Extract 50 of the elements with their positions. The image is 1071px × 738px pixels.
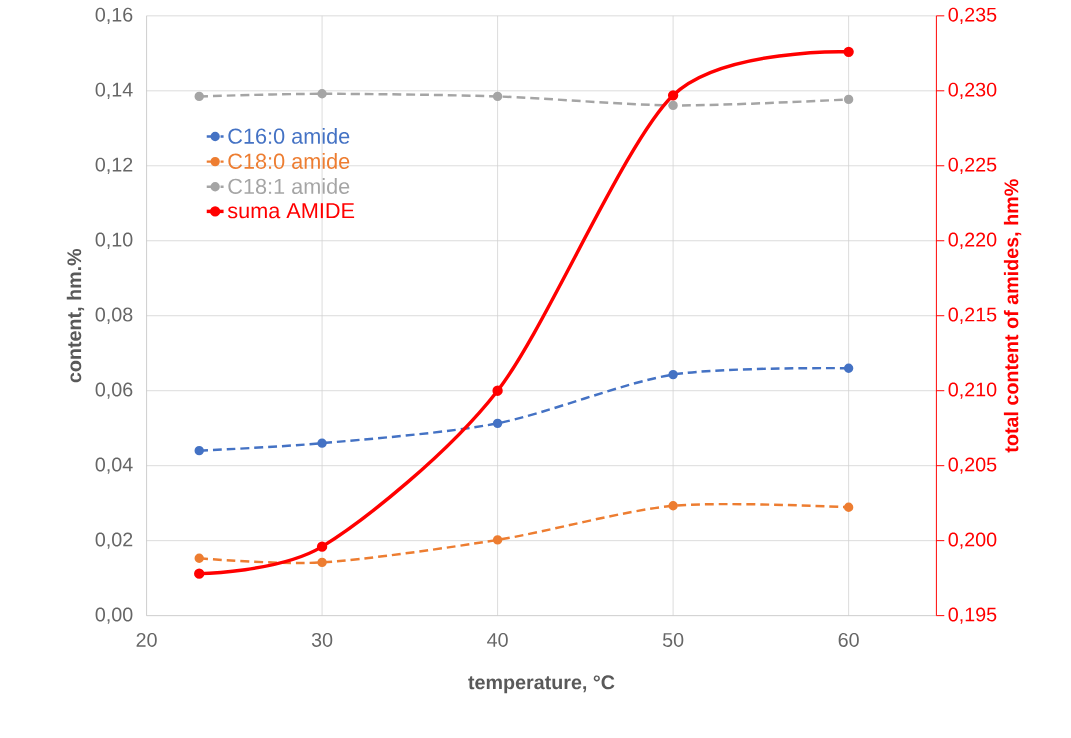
- x-tick-label: 40: [487, 632, 508, 647]
- y-tick-label: 0,16: [95, 7, 133, 24]
- legend-label: C18:0 amide: [228, 152, 350, 169]
- point: [317, 557, 327, 567]
- y2-tick-label: 0,230: [948, 82, 997, 99]
- y2-tick-label: 0,195: [948, 607, 997, 624]
- point: [194, 568, 205, 579]
- point: [194, 553, 204, 563]
- point: [317, 438, 327, 448]
- point: [843, 502, 854, 512]
- point: [492, 535, 503, 545]
- y-tick-label: 0,10: [95, 232, 133, 249]
- y-tick-label: 0,04: [95, 457, 133, 474]
- y2-tick-label: 0,205: [948, 457, 997, 474]
- x-tick-label: 20: [136, 632, 157, 647]
- y2-tick-label: 0,200: [948, 532, 997, 549]
- legend-label: C16:0 amide: [228, 127, 350, 144]
- point: [492, 385, 503, 396]
- point: [843, 94, 854, 104]
- point: [317, 88, 327, 99]
- point: [492, 91, 503, 101]
- x-tick-label: 60: [838, 632, 859, 647]
- legend-label: suma AMIDE: [227, 203, 355, 219]
- y2-tick-label: 0,235: [948, 7, 997, 24]
- y-tick-label: 0,12: [95, 157, 133, 174]
- point: [668, 500, 678, 511]
- point: [194, 445, 204, 456]
- point: [668, 100, 678, 110]
- y2-tick-label: 0,210: [948, 382, 997, 399]
- point: [843, 46, 854, 57]
- x-tick-label: 50: [662, 632, 684, 647]
- point: [194, 91, 204, 101]
- y2-tick-label: 0,225: [948, 157, 997, 174]
- legend-label: C18:1 amide: [228, 177, 350, 194]
- y2-tick-label: 0,215: [948, 307, 997, 324]
- y-tick-label: 0,06: [95, 382, 133, 399]
- point: [843, 363, 854, 373]
- y2-tick-label: 0,220: [948, 232, 997, 249]
- y-tick-label: 0,02: [95, 532, 133, 549]
- y-tick-label: 0,14: [95, 82, 133, 99]
- y-tick-label: 0,00: [95, 607, 133, 624]
- x-axis-title: temperature, °C: [468, 675, 615, 694]
- y-axis-title: content, hm.%: [66, 248, 85, 383]
- point: [316, 541, 328, 552]
- y2-axis-title: total content of amides, hm%: [1003, 179, 1022, 453]
- x-tick-label: 30: [311, 632, 333, 647]
- y-tick-label: 0,08: [95, 307, 133, 324]
- point: [667, 89, 679, 101]
- point: [668, 369, 678, 380]
- point: [492, 418, 503, 428]
